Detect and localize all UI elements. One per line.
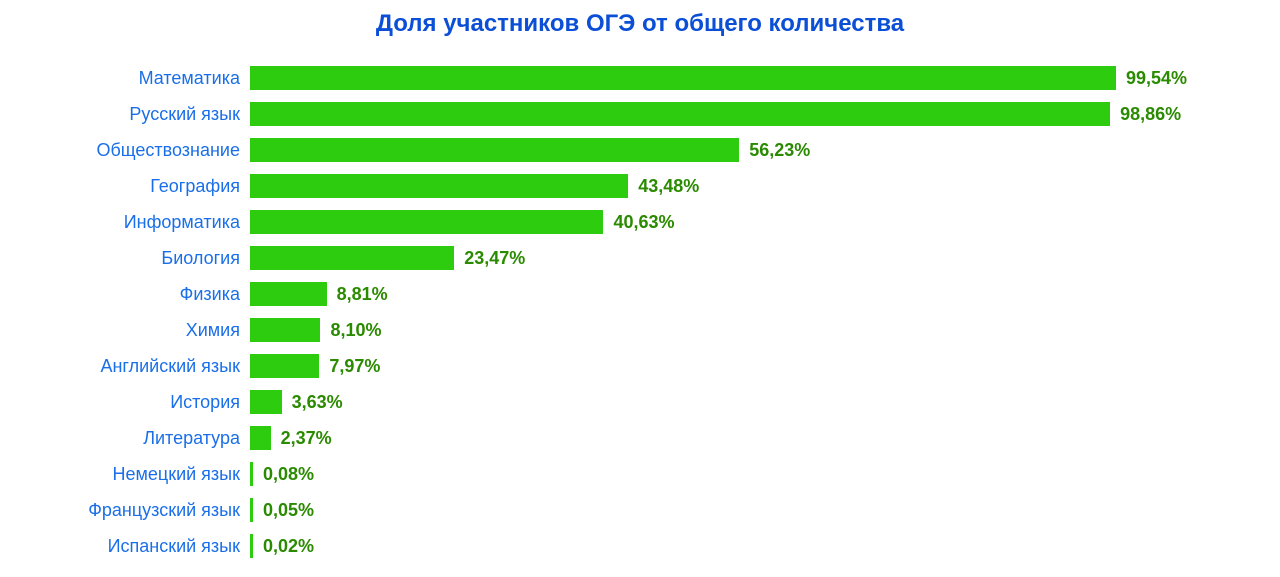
bar-row: География 43,48% — [0, 168, 1280, 204]
bar-row: Обществознание 56,23% — [0, 132, 1280, 168]
value-label: 43,48% — [628, 176, 699, 197]
category-label: Химия — [0, 320, 250, 341]
bar-track: 2,37% — [250, 420, 1120, 456]
category-label: Биология — [0, 248, 250, 269]
bar-row: Биология 23,47% — [0, 240, 1280, 276]
bar-row: Русский язык 98,86% — [0, 96, 1280, 132]
bar-row: Французский язык0,05% — [0, 492, 1280, 528]
bar-track: 7,97% — [250, 348, 1120, 384]
bar-track: 8,10% — [250, 312, 1120, 348]
bar-row: Физика 8,81% — [0, 276, 1280, 312]
bar — [250, 426, 271, 450]
bar — [250, 138, 739, 162]
bar — [250, 282, 327, 306]
value-label: 0,02% — [253, 536, 314, 557]
value-label: 3,63% — [282, 392, 343, 413]
bar — [250, 174, 628, 198]
bar-row: Английский язык 7,97% — [0, 348, 1280, 384]
bar-track: 98,86% — [250, 96, 1181, 132]
category-label: Обществознание — [0, 140, 250, 161]
category-label: Математика — [0, 68, 250, 89]
bar-row: Математика 99,54% — [0, 60, 1280, 96]
bar-row: Информатика 40,63% — [0, 204, 1280, 240]
bar-row: Химия 8,10% — [0, 312, 1280, 348]
bar-track: 3,63% — [250, 384, 1120, 420]
value-label: 8,10% — [320, 320, 381, 341]
bar-track: 0,05% — [250, 492, 1120, 528]
value-label: 8,81% — [327, 284, 388, 305]
bar-track: 40,63% — [250, 204, 1120, 240]
bar — [250, 210, 603, 234]
category-label: Физика — [0, 284, 250, 305]
category-label: Французский язык — [0, 500, 250, 521]
value-label: 99,54% — [1116, 68, 1187, 89]
category-label: Испанский язык — [0, 536, 250, 557]
bar — [250, 246, 454, 270]
value-label: 56,23% — [739, 140, 810, 161]
category-label: Литература — [0, 428, 250, 449]
category-label: История — [0, 392, 250, 413]
value-label: 7,97% — [319, 356, 380, 377]
bar-track: 0,02% — [250, 528, 1120, 564]
bar-row: Литература 2,37% — [0, 420, 1280, 456]
horizontal-bar-chart: Математика 99,54% Русский язык 98,86% Общест… — [0, 60, 1280, 564]
bar — [250, 102, 1110, 126]
category-label: Русский язык — [0, 104, 250, 125]
category-label: Английский язык — [0, 356, 250, 377]
bar-track: 23,47% — [250, 240, 1120, 276]
bar-row: История 3,63% — [0, 384, 1280, 420]
bar — [250, 390, 282, 414]
value-label: 0,08% — [253, 464, 314, 485]
category-label: География — [0, 176, 250, 197]
value-label: 0,05% — [253, 500, 314, 521]
bar-track: 56,23% — [250, 132, 1120, 168]
bar-track: 99,54% — [250, 60, 1187, 96]
bar-track: 43,48% — [250, 168, 1120, 204]
bar-track: 8,81% — [250, 276, 1120, 312]
value-label: 98,86% — [1110, 104, 1181, 125]
bar — [250, 66, 1116, 90]
value-label: 40,63% — [603, 212, 674, 233]
bar-row: Испанский язык0,02% — [0, 528, 1280, 564]
bar-track: 0,08% — [250, 456, 1120, 492]
bar-row: Немецкий язык0,08% — [0, 456, 1280, 492]
category-label: Информатика — [0, 212, 250, 233]
value-label: 23,47% — [454, 248, 525, 269]
value-label: 2,37% — [271, 428, 332, 449]
bar — [250, 354, 319, 378]
chart-title: Доля участников ОГЭ от общего количества — [0, 10, 1280, 38]
category-label: Немецкий язык — [0, 464, 250, 485]
bar — [250, 318, 320, 342]
